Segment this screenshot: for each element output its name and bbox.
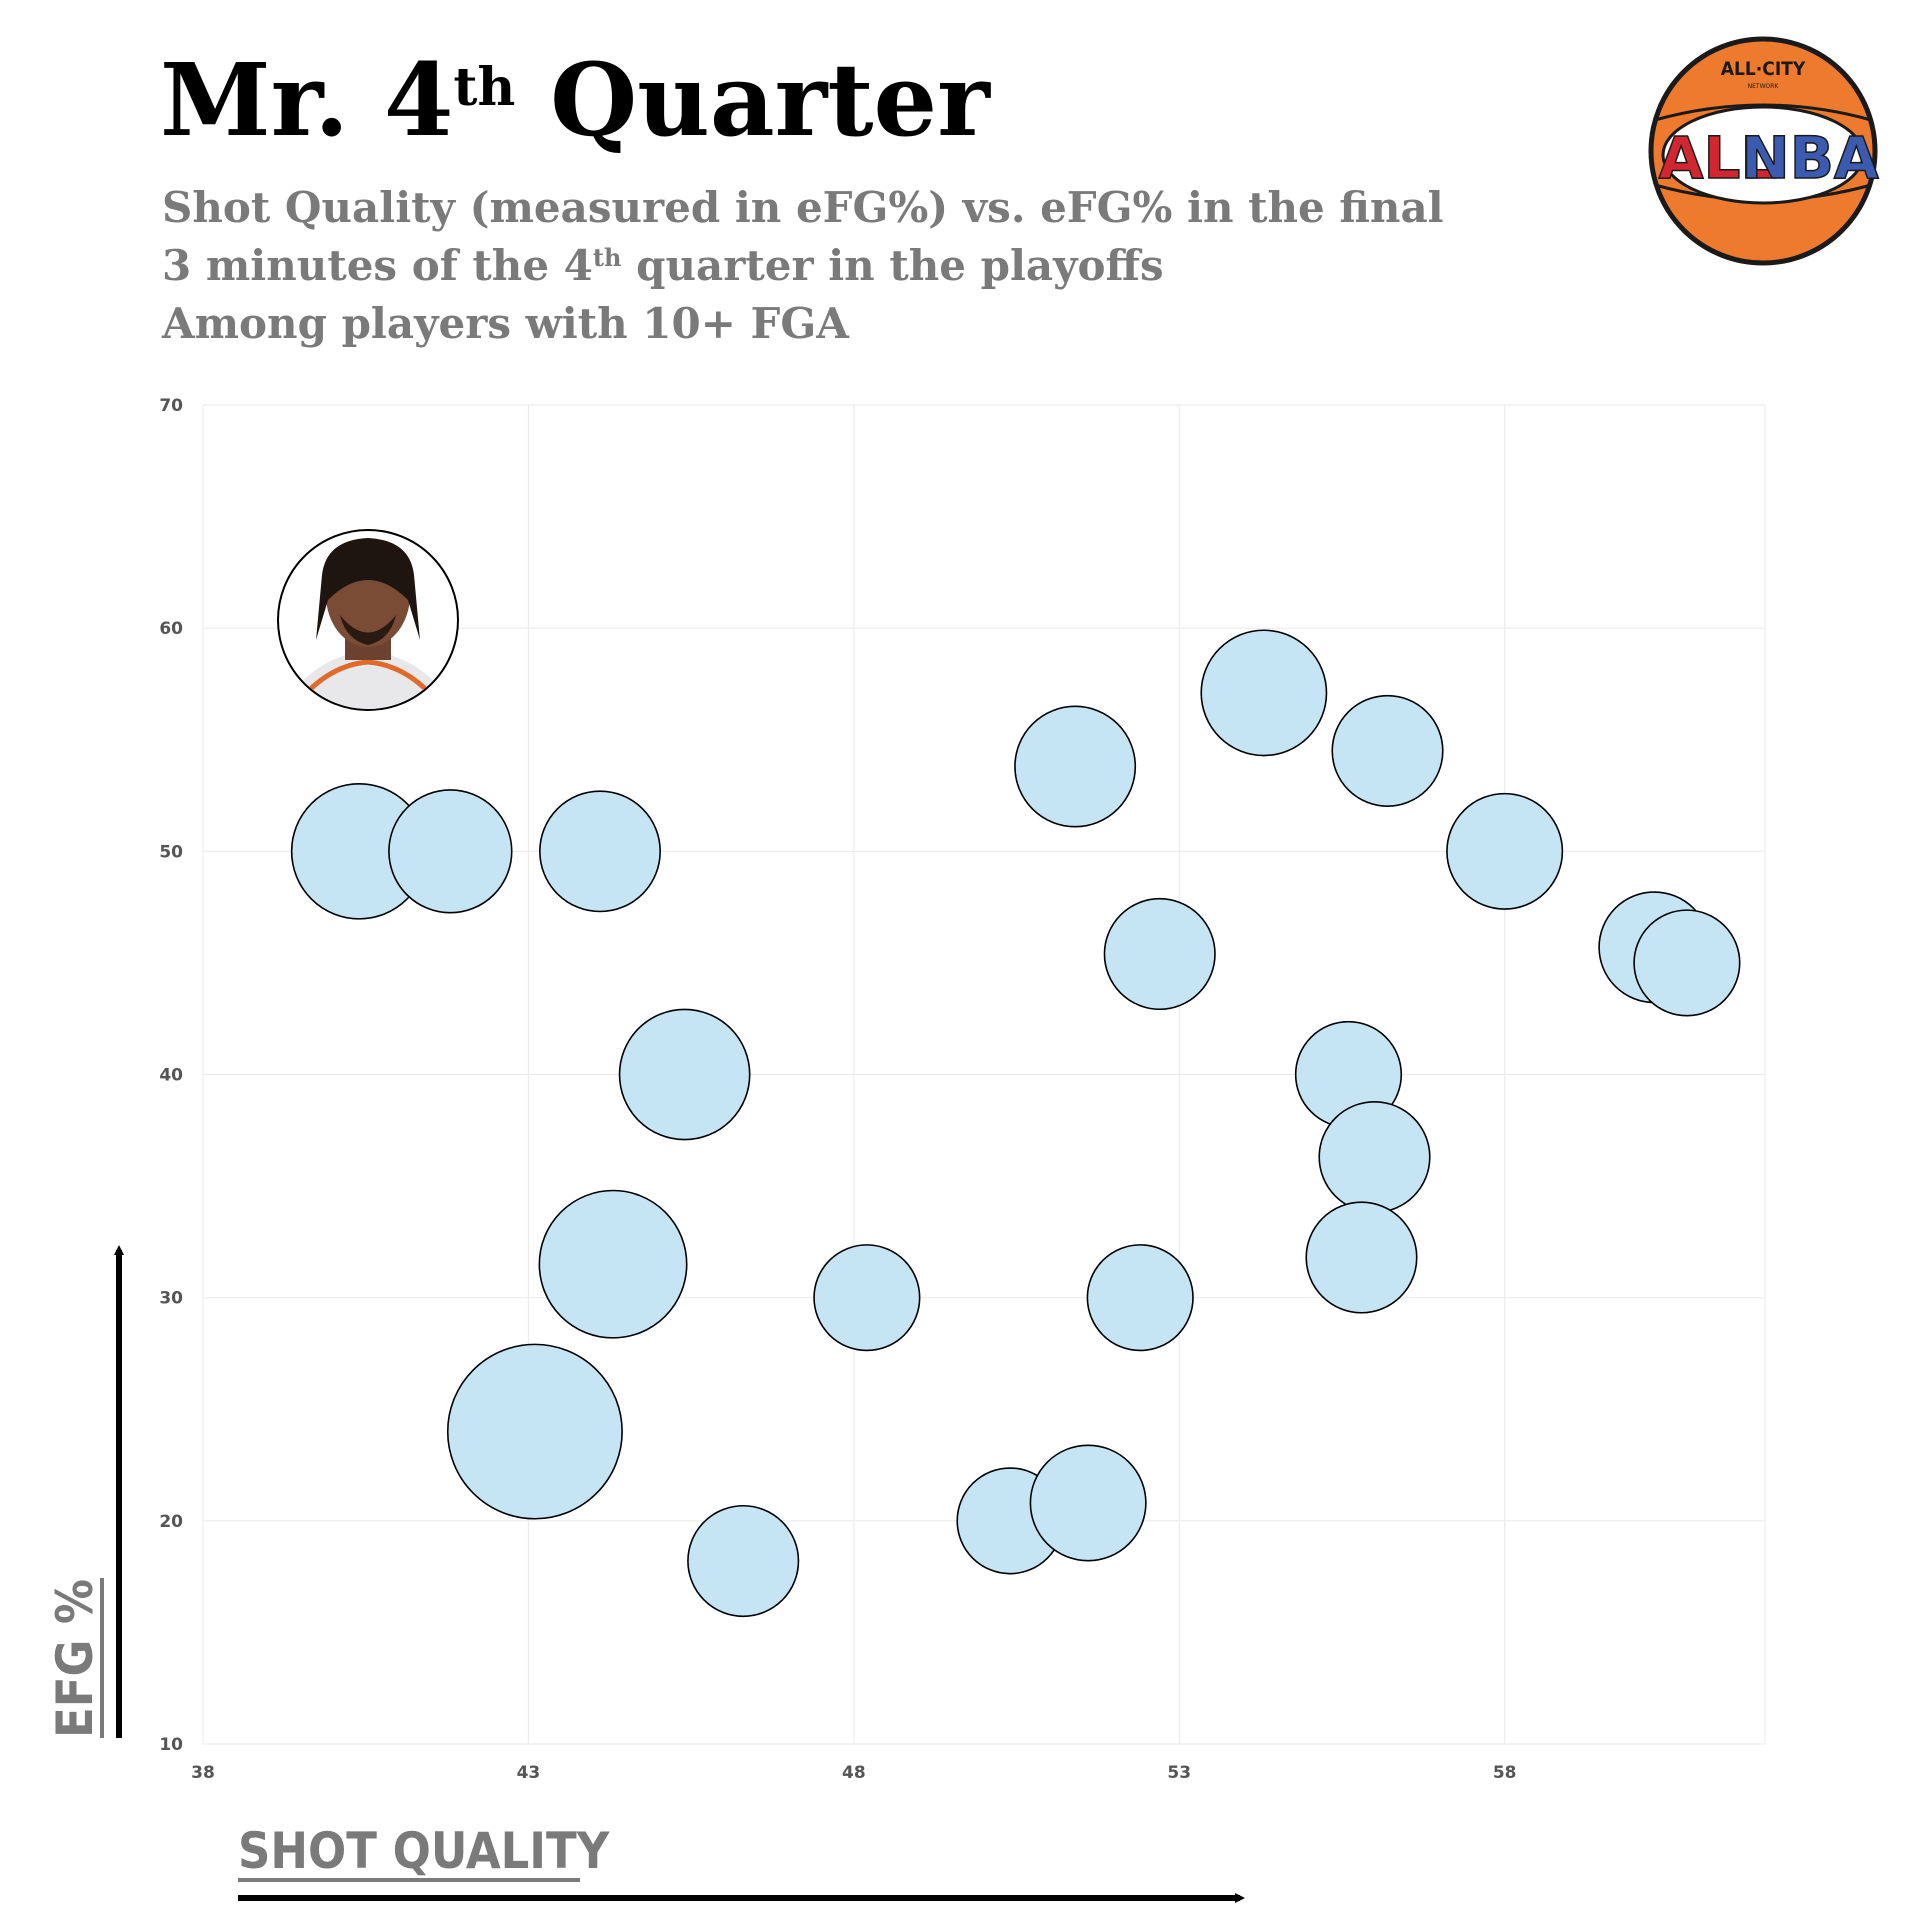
bubble [1331, 694, 1444, 807]
subtitle-part: th [593, 243, 622, 272]
logo-sub: NETWORK [1748, 83, 1780, 90]
bubble [813, 1244, 921, 1352]
subtitle-part: 3 minutes of the 4 [162, 241, 593, 290]
y-tick-label: 30 [159, 1289, 183, 1309]
bubble [1446, 792, 1564, 910]
y-tick-label: 40 [159, 1066, 183, 1086]
subtitle-part: quarter in the playoffs [621, 241, 1163, 290]
subtitle-line: Shot Quality (measured in eFG%) vs. eFG%… [162, 183, 1444, 232]
subtitle-line: 3 minutes of the 4th quarter in the play… [162, 241, 1164, 290]
x-tick-label: 43 [517, 1763, 541, 1783]
y-tick-label: 50 [159, 842, 183, 862]
y-tick-label: 70 [159, 396, 183, 416]
bubble [1014, 705, 1137, 828]
subtitle-line: Among players with 10+ FGA [161, 299, 850, 348]
bubble [1633, 909, 1741, 1017]
bubble [687, 1504, 800, 1618]
title-part: th [453, 57, 515, 118]
bubble [1103, 897, 1216, 1011]
bubble [1305, 1201, 1418, 1314]
bubble [538, 1189, 688, 1339]
title-part: Quarter [515, 41, 991, 159]
subtitle-part: Shot Quality (measured in eFG%) vs. eFG%… [162, 183, 1444, 232]
x-axis-label: SHOT QUALITY [238, 1822, 611, 1880]
logo: ALL·CITY NETWORK ALL NBA [1648, 36, 1880, 266]
x-tick-label: 53 [1167, 1763, 1191, 1783]
logo-right: NBA [1741, 124, 1879, 192]
subtitle-part: Among players with 10+ FGA [161, 299, 850, 348]
x-tick-label: 38 [191, 1763, 215, 1783]
bubble [388, 789, 513, 914]
bubble [1086, 1244, 1194, 1352]
bubble [539, 790, 661, 913]
logo-top: ALL·CITY [1721, 58, 1806, 80]
bubble [1200, 629, 1328, 757]
y-axis-label: EFG % [46, 1579, 104, 1738]
bubble [618, 1008, 751, 1141]
chart-title: Mr. 4th Quarter [160, 41, 991, 159]
y-tick-label: 20 [159, 1512, 183, 1532]
x-tick-label: 58 [1493, 1763, 1517, 1783]
title-part: Mr. 4 [160, 41, 453, 159]
x-tick-label: 48 [842, 1763, 866, 1783]
y-tick-label: 10 [159, 1735, 183, 1755]
logo-left: ALL [1659, 124, 1778, 192]
bubble [446, 1343, 623, 1520]
bubble [1318, 1101, 1431, 1214]
y-tick-label: 60 [159, 619, 183, 639]
player-photo [277, 529, 459, 711]
bubble [1029, 1444, 1147, 1562]
